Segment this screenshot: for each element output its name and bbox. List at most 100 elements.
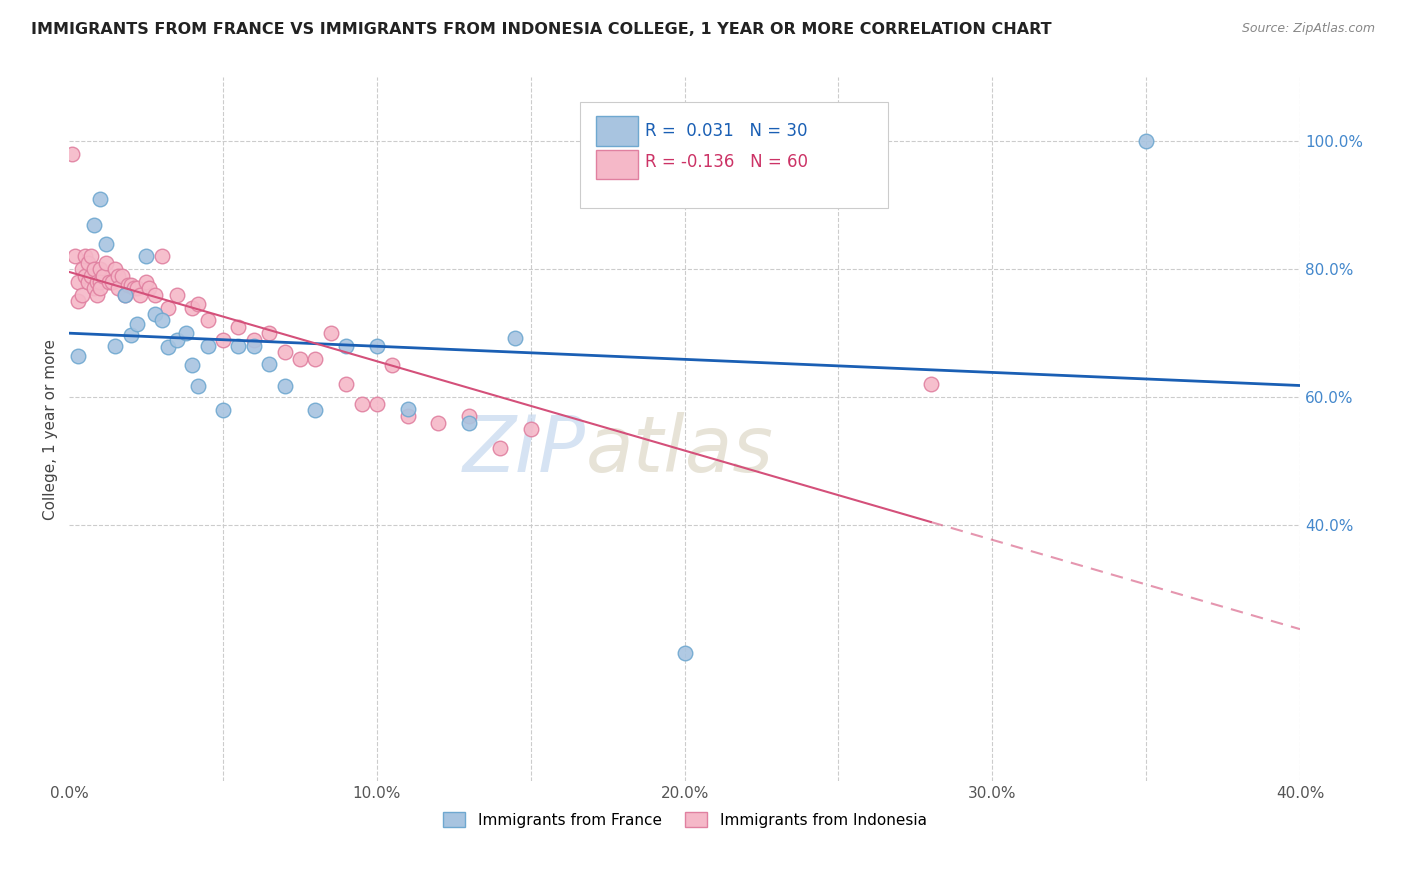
Point — [91, 268, 114, 283]
Point — [366, 339, 388, 353]
Point — [520, 422, 543, 436]
Point — [396, 401, 419, 416]
Point — [83, 281, 105, 295]
Point — [107, 268, 129, 283]
Point — [228, 319, 250, 334]
Point — [104, 339, 127, 353]
Point — [335, 377, 357, 392]
Point — [89, 275, 111, 289]
Point — [138, 281, 160, 295]
Point — [76, 256, 98, 270]
Point — [110, 268, 132, 283]
Point — [489, 442, 512, 456]
Point — [505, 331, 527, 345]
Point — [98, 275, 121, 289]
Point — [212, 403, 235, 417]
Text: atlas: atlas — [586, 412, 775, 488]
Point — [174, 326, 197, 341]
Point — [243, 333, 266, 347]
Point — [83, 218, 105, 232]
Point — [197, 313, 219, 327]
Text: R =  0.031   N = 30: R = 0.031 N = 30 — [645, 121, 807, 140]
Point — [288, 351, 311, 366]
Point — [120, 327, 142, 342]
Point — [396, 409, 419, 424]
Point — [304, 403, 326, 417]
Point — [125, 317, 148, 331]
Point — [120, 278, 142, 293]
Point — [122, 281, 145, 295]
Point — [273, 345, 295, 359]
Point — [117, 278, 139, 293]
Point — [243, 339, 266, 353]
Text: IMMIGRANTS FROM FRANCE VS IMMIGRANTS FROM INDONESIA COLLEGE, 1 YEAR OR MORE CORR: IMMIGRANTS FROM FRANCE VS IMMIGRANTS FRO… — [31, 22, 1052, 37]
Point — [70, 262, 93, 277]
Point — [145, 288, 167, 302]
Text: ZIP: ZIP — [463, 412, 586, 488]
Point — [67, 275, 90, 289]
Point — [166, 333, 188, 347]
Point — [60, 147, 83, 161]
Point — [135, 250, 157, 264]
Point — [125, 281, 148, 295]
Point — [335, 339, 357, 353]
Point — [73, 268, 96, 283]
Point — [181, 301, 204, 315]
Point — [67, 294, 90, 309]
Point — [197, 339, 219, 353]
Point — [76, 275, 98, 289]
Point — [257, 357, 280, 371]
Point — [150, 250, 173, 264]
Point — [319, 326, 342, 341]
Point — [114, 288, 136, 302]
Point — [104, 262, 127, 277]
Point — [70, 288, 93, 302]
Point — [166, 288, 188, 302]
Text: R = -0.136   N = 60: R = -0.136 N = 60 — [645, 153, 808, 171]
Point — [1135, 135, 1157, 149]
Point — [101, 275, 124, 289]
Point — [96, 256, 118, 270]
Point — [350, 396, 373, 410]
Point — [212, 333, 235, 347]
Point — [145, 307, 167, 321]
Point — [156, 340, 179, 354]
Point — [150, 313, 173, 327]
Point — [114, 288, 136, 302]
Point — [107, 281, 129, 295]
Point — [257, 326, 280, 341]
Point — [920, 377, 942, 392]
Point — [67, 349, 90, 363]
Point — [80, 250, 103, 264]
Point — [89, 192, 111, 206]
Point — [458, 409, 481, 424]
FancyBboxPatch shape — [596, 116, 638, 145]
Point — [65, 250, 87, 264]
Point — [187, 378, 209, 392]
Point — [366, 396, 388, 410]
Point — [86, 275, 108, 289]
Point — [96, 236, 118, 251]
Point — [129, 288, 152, 302]
Point — [304, 351, 326, 366]
Legend: Immigrants from France, Immigrants from Indonesia: Immigrants from France, Immigrants from … — [436, 805, 932, 834]
Point — [83, 262, 105, 277]
Point — [135, 275, 157, 289]
Y-axis label: College, 1 year or more: College, 1 year or more — [44, 339, 58, 520]
Point — [458, 416, 481, 430]
Point — [228, 339, 250, 353]
Point — [73, 250, 96, 264]
Point — [427, 416, 450, 430]
Point — [673, 646, 696, 660]
Point — [273, 378, 295, 392]
Point — [156, 301, 179, 315]
Point — [86, 288, 108, 302]
FancyBboxPatch shape — [581, 102, 887, 208]
Text: Source: ZipAtlas.com: Source: ZipAtlas.com — [1241, 22, 1375, 36]
Point — [89, 262, 111, 277]
Point — [80, 268, 103, 283]
Point — [381, 358, 404, 372]
Point — [187, 297, 209, 311]
Point — [181, 358, 204, 372]
Point — [89, 281, 111, 295]
